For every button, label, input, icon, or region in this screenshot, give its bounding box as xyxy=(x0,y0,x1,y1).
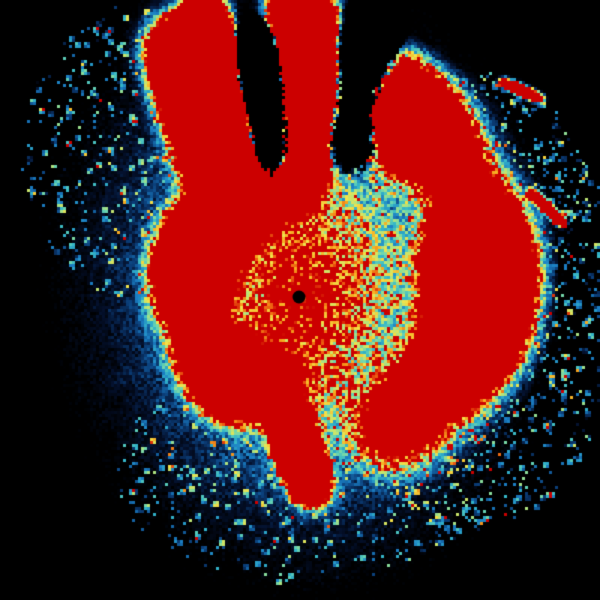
false-color-intensity-map xyxy=(0,0,600,600)
image-canvas-container: Galaxy Halo False-Color Intensity Map Sq… xyxy=(0,0,600,600)
